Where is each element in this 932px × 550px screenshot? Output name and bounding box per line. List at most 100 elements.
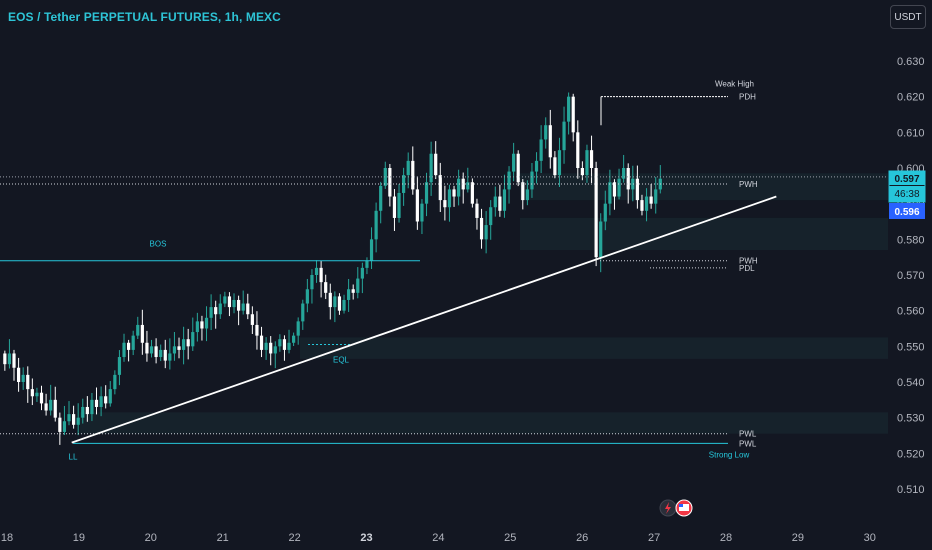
candle [493,186,497,217]
candle [232,293,236,314]
candle [649,184,653,209]
candle-body [402,175,406,193]
candle-body [76,417,80,425]
candle-body [479,217,484,240]
candle-body [411,160,415,190]
candle-body [278,339,282,347]
candle [26,366,30,403]
candle [53,386,57,422]
candle-body [429,153,433,183]
bos-label: BOS [150,240,167,249]
candle [182,326,186,365]
x-tick-label: 30 [864,532,876,544]
candle [127,339,131,362]
candle-body [438,175,442,201]
candle [571,93,575,142]
candle-body [434,153,438,176]
candle-body [264,342,268,350]
candle-body [21,374,25,383]
candle [71,405,76,429]
candle-body [443,200,447,208]
pwh-label: PWH [739,180,758,189]
candle [470,178,474,208]
candle [479,208,484,249]
candle [104,385,108,409]
candle [12,349,16,381]
candle-body [392,196,397,218]
candle [622,154,626,183]
candle [434,141,438,180]
candle [310,269,314,304]
candle [383,161,387,189]
candle-body [644,196,649,211]
candle-body [374,210,378,240]
candle-body [599,221,603,258]
current-price-label: 0.596 [894,207,919,218]
candle-body [214,307,218,315]
candle-body [136,324,140,336]
candle-body [39,392,44,404]
candle-body [379,185,383,211]
candle-body [177,346,181,350]
candle-body [241,303,245,311]
candle [159,344,163,362]
candle-body [324,282,328,293]
candle [576,120,580,179]
y-tick-label: 0.630 [897,56,925,68]
candle-body [589,150,594,169]
candle-body [457,178,461,197]
candle [548,109,552,169]
candle-body [90,399,94,415]
candle [461,172,465,204]
candle-body [580,168,584,176]
candle-body [104,396,108,404]
candle-body [127,342,131,350]
candle-body [204,317,209,329]
candle-body [548,125,552,158]
candle [337,293,342,315]
zones-layer [80,173,888,434]
candle [62,405,67,435]
candle [269,336,273,366]
y-tick-label: 0.510 [897,484,925,496]
candle-body [67,414,71,422]
currency-button[interactable]: USDT [890,5,926,29]
candle [599,213,603,273]
candle [324,274,328,300]
x-tick-label: 27 [648,532,660,544]
candle [241,290,245,315]
candle [30,378,34,406]
candle-body [622,168,626,179]
candle-body [140,324,144,343]
candle-body [383,168,387,186]
zone-2 [300,337,888,359]
x-tick-label: 29 [792,532,804,544]
candle [195,312,199,342]
candle-body [255,324,259,336]
candle [379,181,383,224]
pdl-label: PDL [739,264,755,273]
candle [512,142,516,182]
y-tick-label: 0.530 [897,413,925,425]
lightning-icon[interactable] [659,499,677,517]
candle [406,152,410,189]
candle-body [328,292,332,308]
candle-body [172,346,177,354]
candle [507,166,511,204]
candle-body [342,299,346,311]
flag-icon[interactable] [675,499,693,517]
candle [204,306,209,342]
candle-body [81,406,85,418]
candle [314,260,319,283]
trendline [71,195,777,444]
candle [76,403,80,436]
candle-body [200,321,204,329]
candle [292,332,296,347]
candle [39,385,44,411]
pwh2-label: PWH [739,257,758,266]
candle [186,328,190,360]
candle-body [168,353,172,361]
candle-body [259,335,264,350]
candle-body [44,403,48,411]
